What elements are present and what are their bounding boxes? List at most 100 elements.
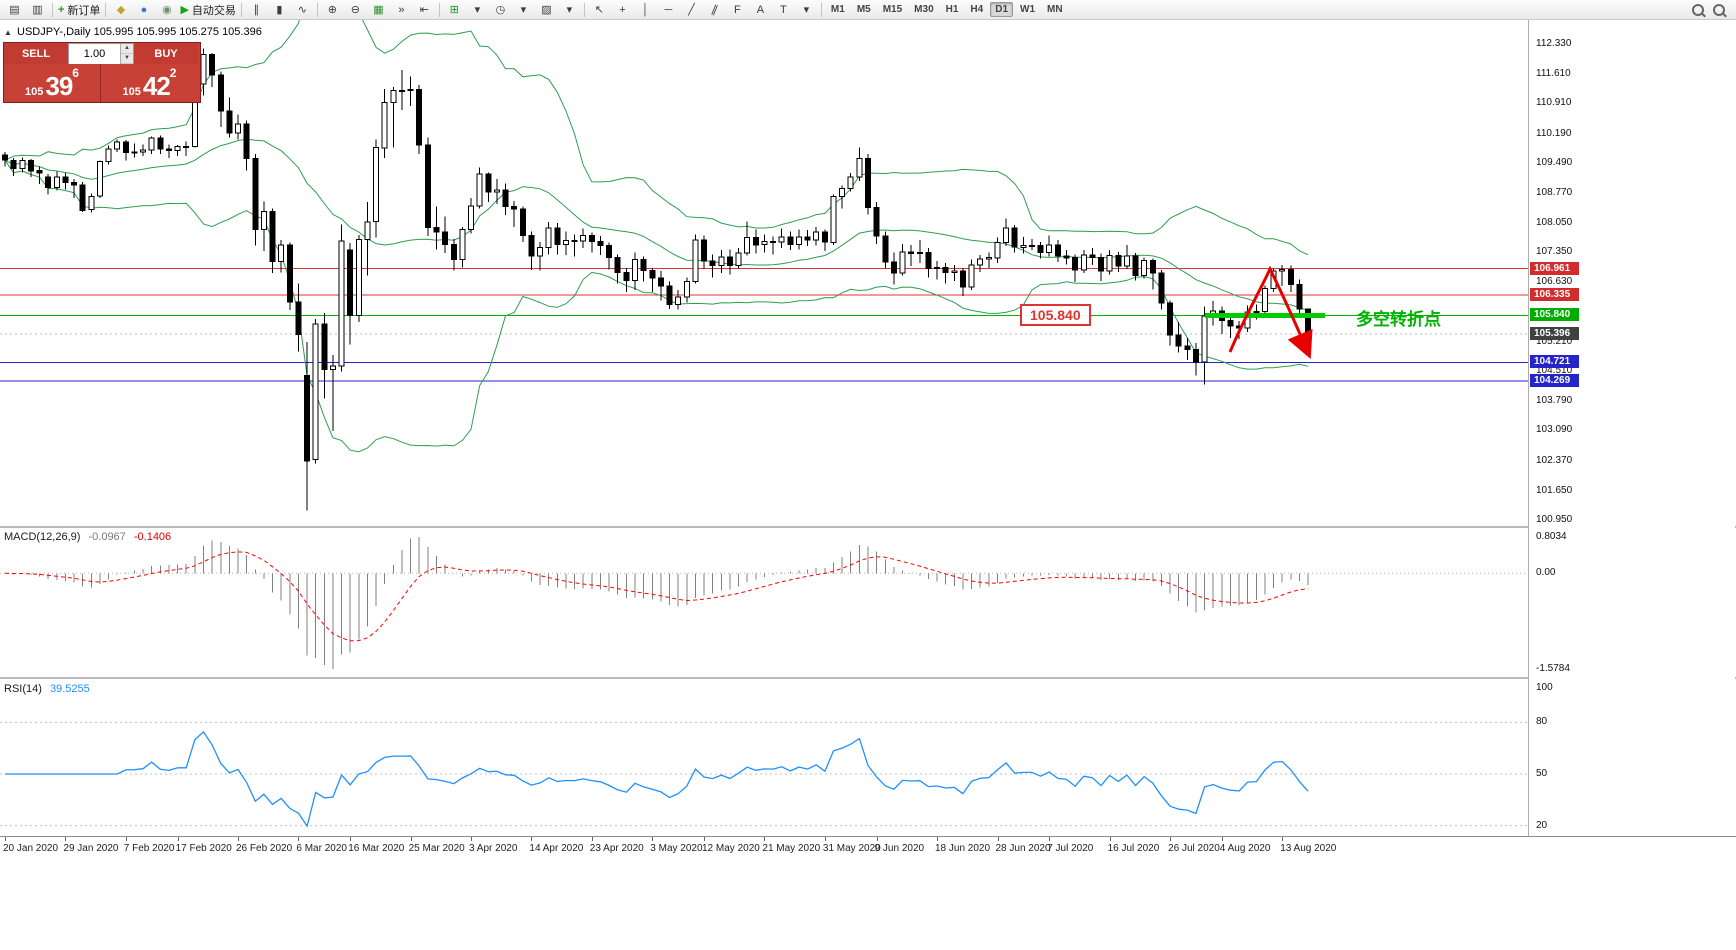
chart-shift-icon[interactable]: ⇤ [413,1,436,18]
vertical-line-icon[interactable]: │ [634,1,657,18]
templates-dropdown-icon[interactable]: ▾ [558,1,581,18]
search-symbol-icon[interactable] [1692,3,1704,16]
date-axis-label: 13 Aug 2020 [1280,843,1337,854]
tile-windows-icon[interactable]: ▦ [367,1,390,18]
bar-chart-mode-icon: ∥ [253,4,260,16]
date-axis-label: 18 Jun 2020 [935,843,991,854]
date-axis-label: 16 Jul 2020 [1107,843,1160,854]
macd-signal-value: -0.1406 [133,531,172,543]
ask-big-digits: 42 [142,71,171,101]
candlestick-chart-canvas[interactable] [0,20,1528,526]
text-label-icon: T [780,3,787,16]
chart-profiles-icon[interactable]: ▥ [26,1,49,18]
periods-dropdown-icon[interactable]: ▾ [512,1,535,18]
timeframe-button-m1[interactable]: M1 [830,4,845,15]
date-tick [824,837,826,841]
volume-down-button[interactable]: ▼ [121,54,133,64]
timeframe-button-m15[interactable]: M15 [882,4,903,15]
templates-icon[interactable]: ▨ [535,1,558,18]
channel-icon[interactable]: ∥ [703,1,726,18]
fibonacci-icon[interactable]: F [726,1,749,18]
one-click-collapse-icon[interactable]: ▲ [4,28,12,37]
macd-panel-separator[interactable] [0,526,1736,529]
periods-icon[interactable]: ◷ [489,1,512,18]
market-watch-icon: ◉ [162,4,172,16]
sell-button[interactable]: SELL [4,43,68,65]
candlestick-mode-icon[interactable]: ▮ [268,1,291,18]
crosshair-icon[interactable]: + [611,1,634,18]
date-axis-label: 26 Feb 2020 [236,843,293,854]
macd-panel-canvas[interactable] [0,529,1528,677]
community-icon: ● [140,3,148,16]
timeframe-button-mn[interactable]: MN [1047,4,1063,15]
date-axis-label: 28 Jun 2020 [995,843,1051,854]
date-axis-label: 9 Jun 2020 [874,843,925,854]
date-axis-label: 3 Apr 2020 [469,843,518,854]
shapes-dropdown-icon[interactable]: ▾ [795,1,818,18]
date-tick [1221,837,1223,841]
price-axis-label: 100.950 [1536,513,1573,525]
autotrading-button[interactable]: ▶ 自动交易 [178,1,237,18]
market-watch-icon[interactable]: ◉ [155,1,178,18]
date-tick [1282,837,1284,841]
date-tick [125,837,127,841]
price-axis-label: 107.350 [1536,246,1573,258]
date-tick [531,837,533,841]
buy-price-button[interactable]: 105 42 2 [101,64,198,102]
date-tick [591,837,593,841]
tile-windows-icon: ▦ [373,4,384,16]
trendline-icon[interactable]: ╱ [680,1,703,18]
timeframe-button-h1[interactable]: H1 [945,4,959,15]
date-axis-label: 23 Apr 2020 [589,843,644,854]
price-tag: 106.961 [1530,261,1579,275]
text-label-icon[interactable]: T [772,1,795,18]
horizontal-line-icon: ─ [664,3,673,16]
metaeditor-icon[interactable]: ◆ [109,1,132,18]
horizontal-line-icon[interactable]: ─ [657,1,680,18]
indicators-icon[interactable]: ⊞ [443,1,466,18]
cursor-icon[interactable]: ↖ [588,1,611,18]
price-tag: 105.840 [1530,308,1579,322]
zoom-in-icon: ⊕ [327,4,338,16]
price-axis-label: 20 [1536,819,1548,831]
zoom-out-icon: ⊖ [350,4,361,16]
auto-scroll-icon[interactable]: » [390,1,413,18]
search-icon[interactable] [1713,3,1725,16]
rsi-panel-separator[interactable] [0,677,1736,680]
buy-button[interactable]: BUY [134,43,198,65]
sell-price-button[interactable]: 105 39 6 [4,64,101,102]
new-order-button[interactable]: + 新订单 [56,1,102,18]
zoom-out-icon[interactable]: ⊖ [344,1,367,18]
timeframe-button-h4[interactable]: H4 [970,4,984,15]
date-tick [238,837,239,841]
timeframe-button-d1[interactable]: D1 [990,2,1014,17]
price-axis-label: 109.490 [1536,156,1573,168]
channel-icon: ∥ [709,3,720,17]
volume-up-button[interactable]: ▲ [121,44,133,54]
autotrading-button: ▶ [180,4,189,16]
rsi-panel-canvas[interactable] [0,680,1528,836]
bar-chart-mode-icon[interactable]: ∥ [245,1,268,18]
auto-scroll-icon: » [398,3,405,16]
text-icon: A [756,3,765,16]
indicators-dropdown-icon[interactable]: ▾ [466,1,489,18]
timeframe-button-w1[interactable]: W1 [1020,4,1036,15]
text-icon[interactable]: A [749,1,772,18]
price-axis-label: 80 [1536,716,1548,728]
timeframe-button-m5[interactable]: M5 [856,4,871,15]
new-chart-icon[interactable]: ▤ [3,1,26,18]
price-annotation-box[interactable]: 105.840 [1020,304,1091,326]
zoom-in-icon[interactable]: ⊕ [321,1,344,18]
indicators-dropdown-icon: ▾ [474,4,481,16]
date-axis[interactable]: 20 Jan 2020 29 Jan 2020 7 Feb 2020 17 Feb 2… [0,836,1736,859]
toolbar-right [1692,3,1725,16]
volume-input[interactable] [69,44,120,64]
price-axis[interactable]: 112.330 111.610 110.910 110.190 109.490 108.7… [1528,20,1735,836]
turning-point-annotation[interactable]: 多空转折点 [1356,310,1441,329]
timeframe-button-m30[interactable]: M30 [914,4,934,15]
community-icon[interactable]: ● [132,1,155,18]
date-axis-label: 7 Feb 2020 [123,843,175,854]
date-tick [298,837,300,841]
line-chart-mode-icon[interactable]: ∿ [291,1,314,18]
